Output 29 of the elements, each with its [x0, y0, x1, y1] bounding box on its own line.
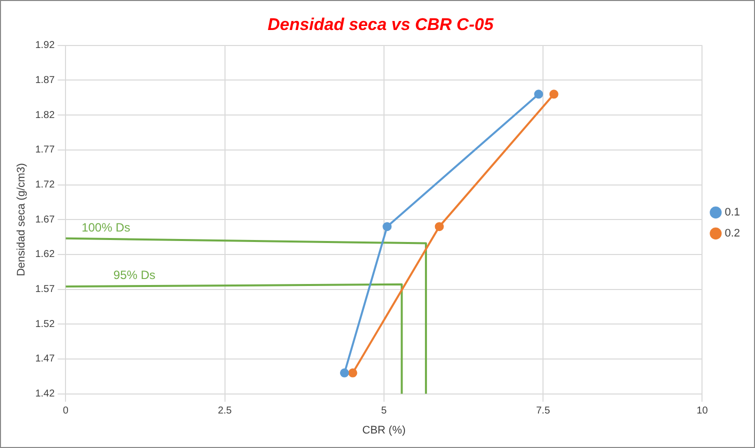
y-tick-label: 1.57 — [35, 284, 56, 296]
y-tick-label: 1.47 — [35, 354, 56, 365]
x-tick-label: 5 — [381, 406, 388, 417]
x-tick-label: 2.5 — [218, 406, 232, 417]
y-axis-title: Densidad seca (g/cm3) — [16, 163, 28, 276]
y-tick-label: 1.87 — [35, 74, 56, 86]
point — [382, 222, 392, 232]
chart-title: Densidad seca vs CBR C-05 — [268, 14, 494, 34]
x-tick-label: 0 — [62, 406, 69, 417]
y-tick-label: 1.72 — [35, 180, 56, 191]
y-tick-label: 1.67 — [35, 214, 56, 226]
annotation: 100% Ds — [82, 220, 130, 235]
x-axis-title: CBR (%) — [362, 424, 406, 436]
point — [340, 368, 349, 378]
point — [549, 90, 558, 99]
y-tick-label: 1.77 — [35, 144, 56, 156]
y-tick-label: 1.42 — [35, 388, 56, 400]
y-tick-label: 1.82 — [35, 110, 56, 121]
legend-label: 0.1 — [724, 206, 740, 219]
x-tick-label: 10 — [696, 406, 708, 417]
y-tick-label: 1.52 — [35, 318, 56, 330]
point — [534, 90, 544, 99]
annotation: 95% Ds — [113, 268, 156, 282]
point — [348, 368, 358, 378]
y-tick-label: 1.62 — [35, 249, 56, 260]
point — [434, 222, 444, 232]
x-tick-label: 7.5 — [536, 406, 550, 417]
legend-label: 0.2 — [724, 228, 740, 240]
y-tick-label: 1.92 — [35, 40, 56, 52]
